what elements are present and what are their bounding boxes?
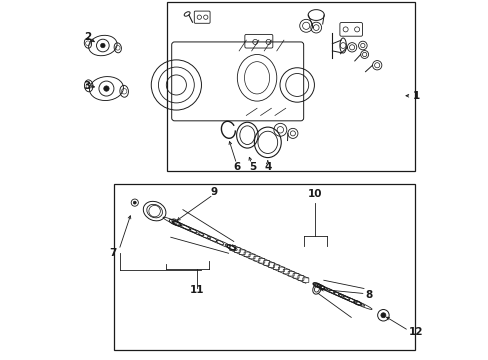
Bar	[167, 3, 414, 171]
Circle shape	[101, 43, 105, 48]
Circle shape	[380, 313, 385, 318]
Text: 1: 1	[412, 91, 420, 101]
Circle shape	[103, 86, 109, 91]
Text: 6: 6	[233, 162, 241, 172]
Text: 2: 2	[83, 32, 91, 41]
Text: 10: 10	[307, 189, 322, 199]
Bar	[113, 184, 414, 350]
Text: 8: 8	[365, 291, 372, 301]
Text: 9: 9	[210, 187, 217, 197]
Text: 11: 11	[189, 285, 204, 296]
Text: 7: 7	[109, 248, 116, 258]
Circle shape	[133, 201, 136, 204]
Text: 3: 3	[83, 81, 91, 91]
Text: 4: 4	[264, 162, 271, 172]
Text: 12: 12	[407, 327, 422, 337]
Text: 5: 5	[248, 162, 256, 172]
